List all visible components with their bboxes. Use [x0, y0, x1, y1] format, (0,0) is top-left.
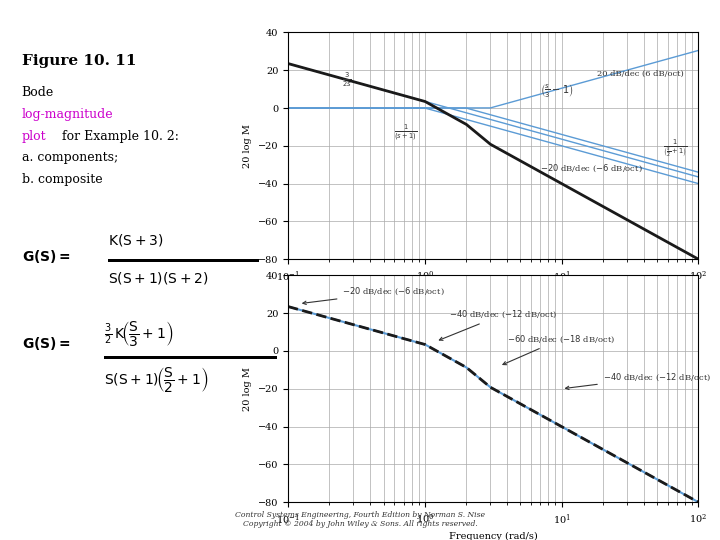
Text: for Example 10. 2:: for Example 10. 2:: [58, 130, 179, 143]
Text: $-40$ dB/dec ($-12$ dB/oct): $-40$ dB/dec ($-12$ dB/oct): [439, 309, 557, 340]
Text: $\mathbf{G(S) =}$: $\mathbf{G(S) =}$: [22, 248, 71, 265]
Text: 20 dB/dec (6 dB/oct): 20 dB/dec (6 dB/oct): [597, 70, 683, 78]
Text: (a): (a): [485, 309, 501, 319]
Y-axis label: 20 log M: 20 log M: [243, 124, 252, 168]
Text: Figure 10. 11: Figure 10. 11: [22, 54, 136, 68]
Text: Control Systems Engineering, Fourth Edition by Norman S. Nise
Copyright © 2004 b: Control Systems Engineering, Fourth Edit…: [235, 511, 485, 528]
Text: $-20$ dB/dec ($-6$ dB/oct): $-20$ dB/dec ($-6$ dB/oct): [303, 286, 445, 305]
Text: $\frac{1}{\left(\frac{s}{2}+1\right)}$: $\frac{1}{\left(\frac{s}{2}+1\right)}$: [663, 137, 688, 159]
Text: $\frac{3}{2}\,\mathrm{K}\!\left(\dfrac{\mathrm{S}}{3}+1\right)$: $\frac{3}{2}\,\mathrm{K}\!\left(\dfrac{\…: [104, 319, 174, 348]
Text: plot: plot: [22, 130, 46, 143]
Y-axis label: 20 log M: 20 log M: [243, 367, 252, 411]
Text: $-60$ dB/dec ($-18$ dB/oct): $-60$ dB/dec ($-18$ dB/oct): [503, 333, 615, 365]
Text: $\mathrm{S(S+1)}\!\left(\dfrac{\mathrm{S}}{2}+1\right)$: $\mathrm{S(S+1)}\!\left(\dfrac{\mathrm{S…: [104, 364, 209, 394]
X-axis label: Frequency (rad/s): Frequency (rad/s): [449, 289, 538, 298]
Text: $\mathrm{S(S+1)(S+2)}$: $\mathrm{S(S+1)(S+2)}$: [108, 270, 209, 286]
Text: b. composite: b. composite: [22, 173, 102, 186]
Text: $\frac{3}{2s}$: $\frac{3}{2s}$: [343, 71, 352, 89]
Text: log-magnitude: log-magnitude: [22, 108, 113, 121]
Text: $-20$ dB/dec ($-6$ dB/oct): $-20$ dB/dec ($-6$ dB/oct): [541, 162, 643, 173]
Text: Bode: Bode: [22, 86, 54, 99]
Text: $\frac{1}{(s+1)}$: $\frac{1}{(s+1)}$: [395, 122, 418, 142]
X-axis label: Frequency (rad/s): Frequency (rad/s): [449, 532, 538, 540]
Text: $-40$ dB/dec ($-12$ dB/oct): $-40$ dB/dec ($-12$ dB/oct): [566, 371, 711, 389]
Text: $\mathbf{G(S) =}$: $\mathbf{G(S) =}$: [22, 335, 71, 352]
Text: $\mathrm{K(S+3)}$: $\mathrm{K(S+3)}$: [108, 232, 163, 248]
Text: $\left(\frac{s}{3}-1\right)$: $\left(\frac{s}{3}-1\right)$: [541, 82, 574, 99]
Text: a. components;: a. components;: [22, 151, 118, 164]
